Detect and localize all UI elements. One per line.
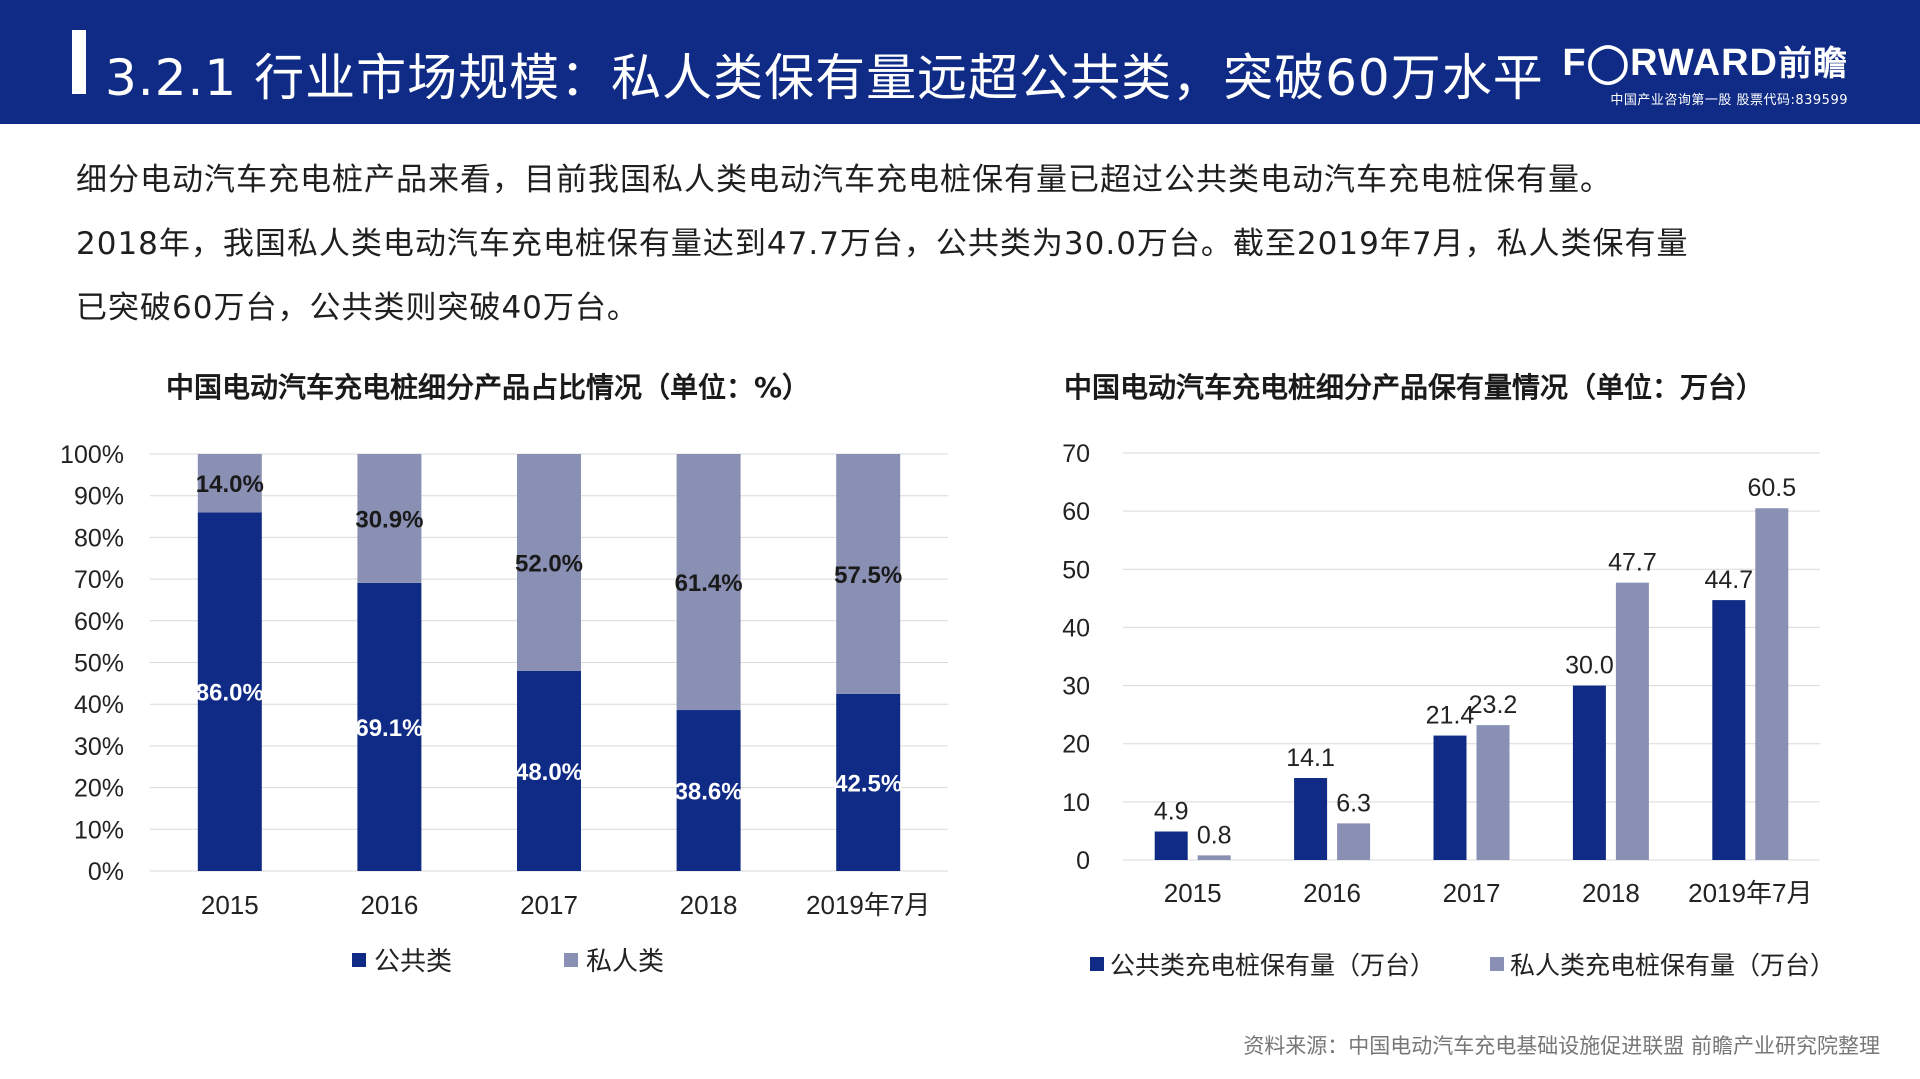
y-tick-label: 50%	[74, 650, 124, 678]
x-tick-label: 2016	[1303, 878, 1361, 908]
data-label: 42.5%	[834, 770, 902, 797]
y-tick-label: 0%	[88, 858, 124, 886]
data-label: 0.8	[1197, 821, 1232, 849]
legend-swatch-private	[1490, 957, 1504, 971]
y-tick-label: 40%	[74, 691, 124, 719]
data-label: 38.6%	[675, 779, 743, 806]
y-tick-label: 10	[1062, 789, 1090, 817]
bar-public	[1712, 600, 1746, 860]
bar-private	[357, 454, 422, 583]
y-tick-label: 60%	[74, 608, 124, 636]
data-label: 57.5%	[834, 562, 902, 589]
data-label: 30.0	[1565, 652, 1614, 680]
logo-text: F◯RWARD	[1562, 42, 1778, 84]
bar-private	[517, 454, 581, 671]
data-label: 4.9	[1154, 798, 1189, 826]
data-label: 6.3	[1336, 789, 1371, 817]
y-tick-label: 20%	[74, 775, 124, 803]
x-tick-label: 2015	[201, 890, 259, 920]
y-tick-label: 70	[1062, 440, 1090, 468]
y-tick-label: 40	[1062, 614, 1090, 642]
source-note: 资料来源：中国电动汽车充电基础设施促进联盟 前瞻产业研究院整理	[1243, 1034, 1880, 1058]
bar-private	[1476, 725, 1510, 860]
bar-public	[1154, 831, 1188, 860]
bar-public	[1294, 778, 1328, 860]
forward-logo: F◯RWARD前瞻 中国产业咨询第一股 股票代码:839599	[1548, 36, 1848, 108]
legend-label: 私人类	[586, 946, 664, 976]
chart-title-count: 中国电动汽车充电桩细分产品保有量情况（单位：万台）	[1064, 371, 1765, 404]
x-tick-label: 2019年7月	[806, 890, 930, 920]
legend-label: 公共类	[374, 946, 452, 976]
bar-public	[197, 512, 262, 871]
x-tick-label: 2017	[520, 890, 578, 920]
y-tick-label: 30	[1062, 673, 1090, 701]
x-tick-label: 2019年7月	[1688, 878, 1812, 908]
y-tick-label: 20	[1062, 731, 1090, 759]
x-tick-label: 2017	[1443, 878, 1501, 908]
y-tick-label: 10%	[74, 816, 124, 844]
bar-private	[1755, 508, 1789, 860]
data-label: 14.1	[1286, 744, 1335, 772]
bar-private	[676, 454, 741, 711]
page-title: 3.2.1 行业市场规模：私人类保有量远超公共类，突破60万水平	[105, 49, 1544, 107]
header-bar: 3.2.1 行业市场规模：私人类保有量远超公共类，突破60万水平 F◯RWARD…	[0, 0, 1920, 124]
bar-public	[1433, 735, 1467, 860]
intro-line: 细分电动汽车充电桩产品来看，目前我国私人类电动汽车充电桩保有量已超过公共类电动汽…	[76, 162, 1612, 198]
x-tick-label: 2018	[1582, 878, 1640, 908]
data-label: 52.0%	[515, 550, 583, 577]
x-tick-label: 2015	[1164, 878, 1222, 908]
title-accent-bar	[72, 30, 86, 94]
bar-private	[1337, 823, 1371, 860]
legend-swatch-private	[564, 953, 578, 967]
intro-line: 已突破60万台，公共类则突破40万台。	[76, 290, 639, 326]
bar-public	[1572, 685, 1606, 860]
y-tick-label: 0	[1076, 847, 1090, 875]
data-label: 47.7	[1608, 549, 1657, 577]
x-tick-label: 2018	[680, 890, 738, 920]
chart-title-share: 中国电动汽车充电桩细分产品占比情况（单位：%）	[166, 371, 811, 404]
data-label: 69.1%	[355, 715, 423, 742]
data-label: 21.4	[1426, 702, 1475, 730]
legend-label: 私人类充电桩保有量（万台）	[1510, 952, 1835, 980]
data-label: 14.0%	[196, 471, 264, 498]
y-tick-label: 70%	[74, 566, 124, 594]
bar-private	[1615, 582, 1649, 860]
bar-private	[197, 454, 262, 513]
data-label: 44.7	[1704, 566, 1753, 594]
legend-swatch-public	[352, 953, 366, 967]
bar-public	[517, 670, 581, 871]
y-tick-label: 60	[1062, 498, 1090, 526]
data-label: 30.9%	[355, 506, 423, 533]
logo-cn-text: 前瞻	[1778, 44, 1848, 84]
intro-paragraph: 细分电动汽车充电桩产品来看，目前我国私人类电动汽车充电桩保有量已超过公共类电动汽…	[76, 148, 1866, 340]
legend-swatch-public	[1090, 957, 1104, 971]
x-tick-label: 2016	[360, 890, 418, 920]
data-label: 48.0%	[515, 759, 583, 786]
data-label: 86.0%	[196, 680, 264, 707]
intro-line: 2018年，我国私人类电动汽车充电桩保有量达到47.7万台，公共类为30.0万台…	[76, 226, 1689, 262]
y-tick-label: 100%	[60, 441, 124, 469]
bar-public	[836, 693, 901, 871]
bar-private	[836, 454, 901, 694]
bar-public	[676, 710, 741, 871]
y-tick-label: 30%	[74, 733, 124, 761]
data-label: 60.5	[1747, 474, 1796, 502]
data-label: 61.4%	[675, 570, 743, 597]
legend-label: 公共类充电桩保有量（万台）	[1110, 952, 1435, 980]
y-tick-label: 90%	[74, 483, 124, 511]
data-label: 23.2	[1469, 691, 1518, 719]
y-tick-label: 80%	[74, 524, 124, 552]
bar-private	[1197, 855, 1231, 860]
y-tick-label: 50	[1062, 556, 1090, 584]
bar-public	[357, 582, 422, 871]
logo-subtitle: 中国产业咨询第一股 股票代码:839599	[1610, 93, 1848, 108]
